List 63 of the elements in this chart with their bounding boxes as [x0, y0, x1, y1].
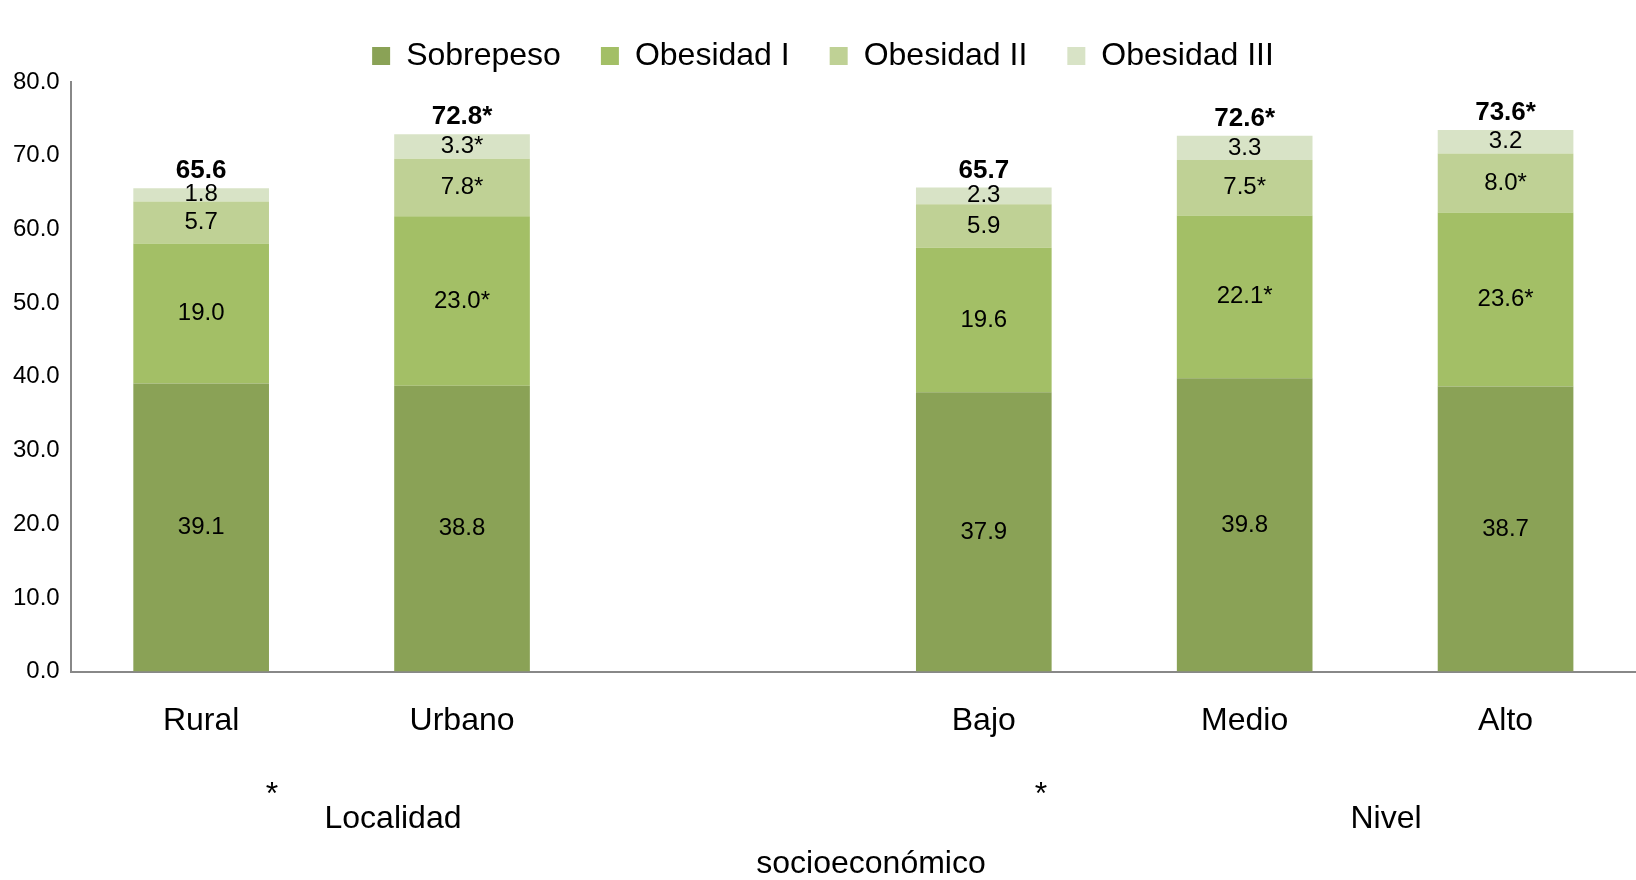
bar — [1176, 160, 1313, 216]
data-label: 39.1 — [177, 512, 225, 540]
bar — [1437, 129, 1574, 154]
legend-label: Obesidad I — [634, 35, 790, 72]
data-label: 8.0* — [1484, 167, 1527, 195]
data-label: 7.5* — [1223, 172, 1267, 200]
data-label: 7.8* — [440, 172, 484, 200]
x-tick-label: Rural — [162, 700, 240, 737]
data-label: 19.6 — [960, 304, 1008, 332]
data-label: 5.9 — [967, 210, 1001, 238]
data-label: 22.1* — [1216, 281, 1273, 309]
bar — [1176, 378, 1313, 672]
text: * — [265, 774, 279, 811]
y-tick-label: 0.0 — [26, 656, 60, 684]
y-tick-label: 10.0 — [12, 582, 60, 610]
total-label: 73.6* — [1475, 96, 1537, 127]
data-label: 3.2 — [1488, 126, 1523, 154]
total-label: 72.8* — [431, 100, 494, 131]
bar — [1176, 135, 1313, 161]
bar — [133, 201, 269, 244]
data-label: 23.6* — [1477, 284, 1534, 312]
bar — [394, 158, 530, 217]
data-label: 37.9 — [960, 516, 1008, 544]
total-label: 72.6* — [1214, 101, 1276, 132]
bar — [1176, 215, 1313, 379]
legend-label: Obesidad II — [863, 35, 1028, 72]
y-tick-label: 50.0 — [12, 287, 60, 315]
data-label: 39.8 — [1221, 509, 1269, 537]
y-tick-label: 60.0 — [12, 214, 60, 242]
data-label: 23.0* — [434, 285, 491, 313]
data-label: 19.0 — [177, 298, 225, 326]
bar — [1437, 212, 1574, 387]
data-label: 3.3* — [440, 131, 484, 159]
data-label: 3.3 — [1227, 132, 1262, 160]
data-label: 38.7 — [1482, 513, 1529, 541]
bar — [394, 216, 530, 386]
x-tick-label: Urbano — [409, 700, 515, 737]
bar — [133, 243, 269, 384]
bar — [915, 392, 1052, 672]
y-tick-label: 30.0 — [12, 435, 60, 463]
bar — [1437, 153, 1574, 213]
bar — [133, 383, 269, 672]
x-tick-label: Bajo — [951, 700, 1016, 737]
data-label: 38.8 — [438, 513, 486, 541]
x-tick-label: Alto — [1477, 700, 1534, 737]
x-tick-label: Medio — [1201, 700, 1289, 737]
text: Nivel — [1350, 798, 1422, 835]
text: socioeconómico — [756, 843, 986, 880]
bar — [915, 204, 1052, 248]
legend-label: Sobrepeso — [406, 35, 561, 72]
y-tick-label: 80.0 — [12, 66, 60, 94]
data-label: 5.7 — [184, 207, 218, 235]
y-tick-label: 70.0 — [12, 140, 60, 168]
bar — [394, 134, 530, 159]
legend-label: Obesidad III — [1101, 35, 1274, 72]
y-tick-label: 40.0 — [12, 361, 60, 389]
bar — [394, 385, 530, 672]
y-tick-label: 20.0 — [12, 508, 60, 536]
bar — [1437, 386, 1574, 672]
bar — [915, 247, 1052, 393]
text: Localidad — [324, 798, 462, 835]
bar — [915, 187, 1052, 205]
text: * — [1034, 774, 1048, 811]
